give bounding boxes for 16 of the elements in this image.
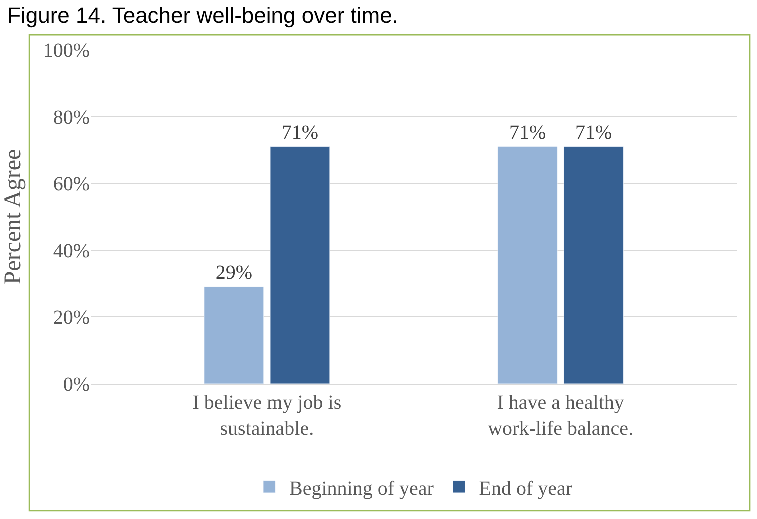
y-tick-label: 100% bbox=[43, 40, 90, 62]
legend-label: Beginning of year bbox=[290, 478, 434, 500]
data-label: 71% bbox=[282, 122, 319, 144]
y-axis-title: Percent Agree bbox=[0, 149, 26, 285]
y-tick-label: 20% bbox=[53, 307, 90, 330]
legend-label: End of year bbox=[479, 478, 573, 500]
data-label: 71% bbox=[576, 122, 612, 144]
data-label: 29% bbox=[216, 262, 252, 284]
chart-title: Figure 14. Teacher well-being over time. bbox=[8, 3, 398, 28]
data-label: 71% bbox=[509, 122, 546, 144]
x-tick-label: I believe my job is sustainable. bbox=[192, 392, 342, 440]
x-tick-label: I have a healthy work-life balance. bbox=[488, 392, 634, 440]
y-tick-label: 60% bbox=[53, 174, 90, 196]
y-tick-label: 0% bbox=[63, 374, 90, 396]
y-tick-label: 80% bbox=[53, 106, 90, 129]
y-tick-label: 40% bbox=[53, 240, 90, 262]
